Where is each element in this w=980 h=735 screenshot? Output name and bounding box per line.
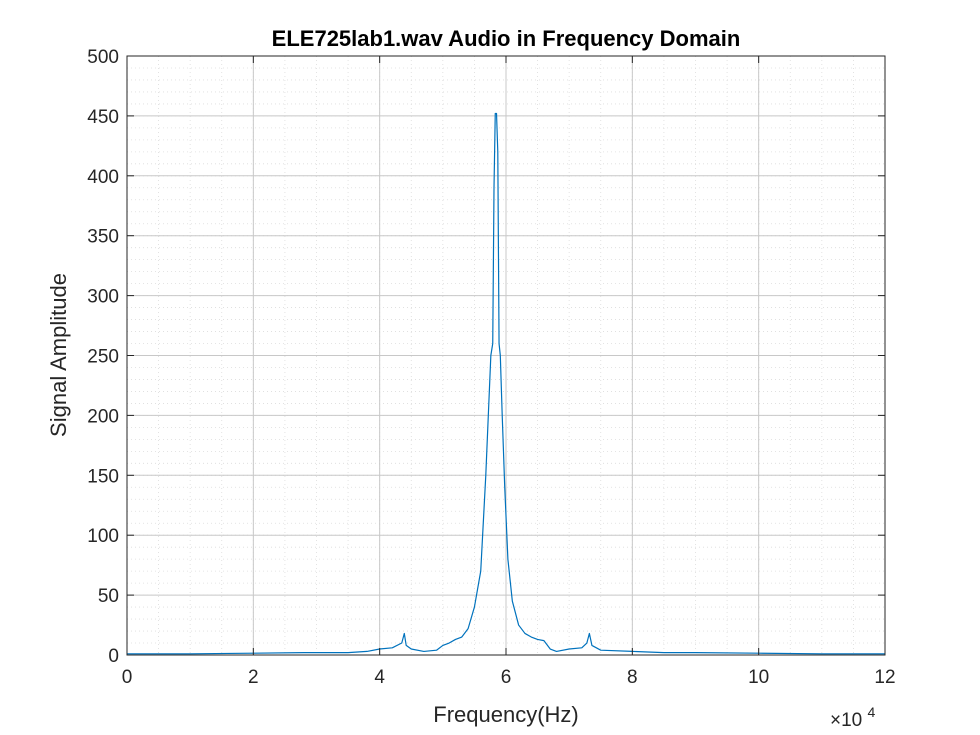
- x-tick-label: 6: [501, 667, 512, 688]
- x-exponent-base: ×10: [830, 710, 862, 731]
- y-tick-label: 200: [87, 406, 119, 427]
- x-exponent-power: 4: [868, 704, 876, 720]
- x-axis-title: Frequency(Hz): [433, 702, 578, 727]
- y-axis-title: Signal Amplitude: [46, 273, 71, 437]
- x-tick-label: 12: [874, 667, 895, 688]
- x-exponent-label: ×10 4: [830, 704, 876, 731]
- y-tick-label: 50: [98, 586, 119, 607]
- series-line-0: [127, 112, 885, 655]
- y-tick-label: 450: [87, 107, 119, 128]
- y-tick-label: 0: [108, 646, 119, 667]
- y-tick-label: 400: [87, 167, 119, 188]
- x-tick-label: 2: [248, 667, 259, 688]
- x-tick-labels: 0 2 4 6 8 10 12: [122, 667, 896, 688]
- y-tick-labels: 0 50 100 150 200 250 300 350 400 450 500: [87, 47, 119, 667]
- y-tick-label: 350: [87, 227, 119, 248]
- x-tick-label: 0: [122, 667, 133, 688]
- y-tick-label: 300: [87, 287, 119, 308]
- y-tick-label: 150: [87, 466, 119, 487]
- chart-title: ELE725lab1.wav Audio in Frequency Domain: [272, 26, 741, 51]
- y-tick-label: 100: [87, 526, 119, 547]
- x-tick-label: 8: [627, 667, 638, 688]
- series-layer: [127, 112, 885, 655]
- tick-marks: [126, 55, 886, 656]
- x-tick-label: 10: [748, 667, 769, 688]
- y-tick-label: 250: [87, 347, 119, 368]
- y-tick-label: 500: [87, 47, 119, 68]
- x-tick-label: 4: [374, 667, 385, 688]
